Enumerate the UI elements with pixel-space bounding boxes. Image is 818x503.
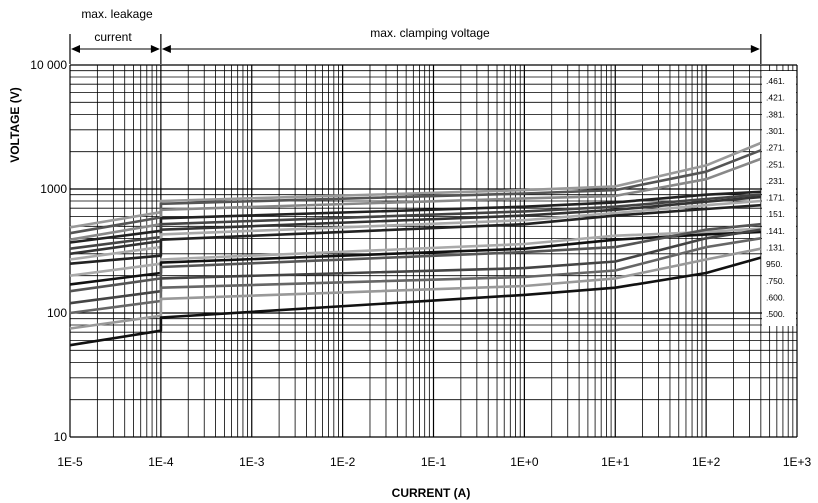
x-tick-label: 1E-1 (421, 455, 447, 469)
legend-label: .381. (766, 109, 785, 119)
y-tick-label: 10 000 (30, 58, 67, 72)
series-line-14 (69, 247, 762, 330)
legend-label: .251. (766, 159, 785, 169)
x-tick-label: 1E+3 (783, 455, 812, 469)
legend-label: .750. (766, 276, 785, 286)
y-tick-label: 10 (54, 430, 68, 444)
series-line-8 (69, 203, 761, 265)
legend: .461. .421. .381. .301. .271. .251. .231. .171.… (762, 71, 796, 326)
legend-label: .131. (766, 243, 785, 253)
x-tick-label: 1E-3 (239, 455, 265, 469)
annotation-leakage-line2: current (94, 30, 132, 44)
x-tick-label: 1E+0 (510, 455, 539, 469)
arrow-head-icon (161, 45, 171, 53)
y-tick-label: 1000 (40, 182, 67, 196)
x-axis-label: CURRENT (A) (392, 486, 471, 500)
legend-label: .231. (766, 176, 785, 186)
arrow-head-icon (71, 45, 80, 53)
x-tick-label: 1E-2 (330, 455, 356, 469)
annotation-leakage-line1: max. leakage (81, 7, 153, 21)
x-tick-label: 1E+1 (601, 455, 630, 469)
legend-label: .461. (766, 76, 785, 86)
legend-label: 950. (766, 259, 783, 269)
legend-label: .171. (766, 193, 785, 203)
legend-label: .421. (766, 93, 785, 103)
tick-labels: 1E-5 1E-4 1E-3 1E-2 1E-1 1E+0 1E+1 1E+2 1E+3 10 10… (30, 58, 811, 469)
legend-label: .600. (766, 292, 785, 302)
annotation-clamping: max. clamping voltage (370, 26, 490, 40)
legend-label: .500. (766, 309, 785, 319)
series-line-15 (69, 256, 762, 347)
legend-box (762, 71, 796, 326)
grid (69, 64, 798, 438)
annotation-layer: max. leakage current max. clamping volta… (69, 7, 762, 64)
legend-label: .271. (766, 143, 785, 153)
arrow-head-icon (150, 45, 160, 53)
legend-label: .141. (766, 226, 785, 236)
series-layer (69, 141, 762, 347)
legend-label: .301. (766, 126, 785, 136)
arrow-head-icon (750, 45, 760, 53)
y-tick-label: 100 (47, 306, 67, 320)
legend-label: .151. (766, 209, 785, 219)
x-tick-label: 1E+2 (692, 455, 721, 469)
y-axis-label: VOLTAGE (V) (8, 87, 22, 163)
x-tick-label: 1E-5 (57, 455, 83, 469)
x-tick-label: 1E-4 (148, 455, 174, 469)
